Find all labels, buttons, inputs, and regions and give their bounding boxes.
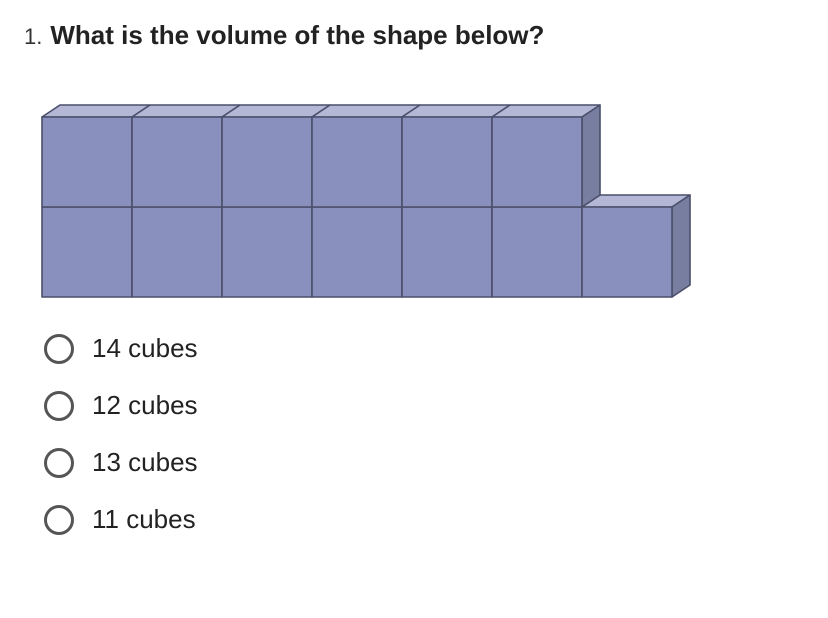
option-label: 11 cubes bbox=[92, 504, 196, 535]
option-row[interactable]: 11 cubes bbox=[44, 504, 804, 535]
option-label: 12 cubes bbox=[92, 390, 198, 421]
radio-icon[interactable] bbox=[44, 391, 74, 421]
question-text: What is the volume of the shape below? bbox=[50, 20, 544, 51]
option-label: 13 cubes bbox=[92, 447, 198, 478]
radio-icon[interactable] bbox=[44, 505, 74, 535]
cube-shape bbox=[34, 65, 754, 305]
question-number: 1. bbox=[24, 24, 42, 50]
option-row[interactable]: 13 cubes bbox=[44, 447, 804, 478]
option-row[interactable]: 14 cubes bbox=[44, 333, 804, 364]
question-header: 1. What is the volume of the shape below… bbox=[24, 20, 804, 51]
radio-icon[interactable] bbox=[44, 448, 74, 478]
answer-options: 14 cubes 12 cubes 13 cubes 11 cubes bbox=[44, 333, 804, 535]
option-label: 14 cubes bbox=[92, 333, 198, 364]
option-row[interactable]: 12 cubes bbox=[44, 390, 804, 421]
radio-icon[interactable] bbox=[44, 334, 74, 364]
